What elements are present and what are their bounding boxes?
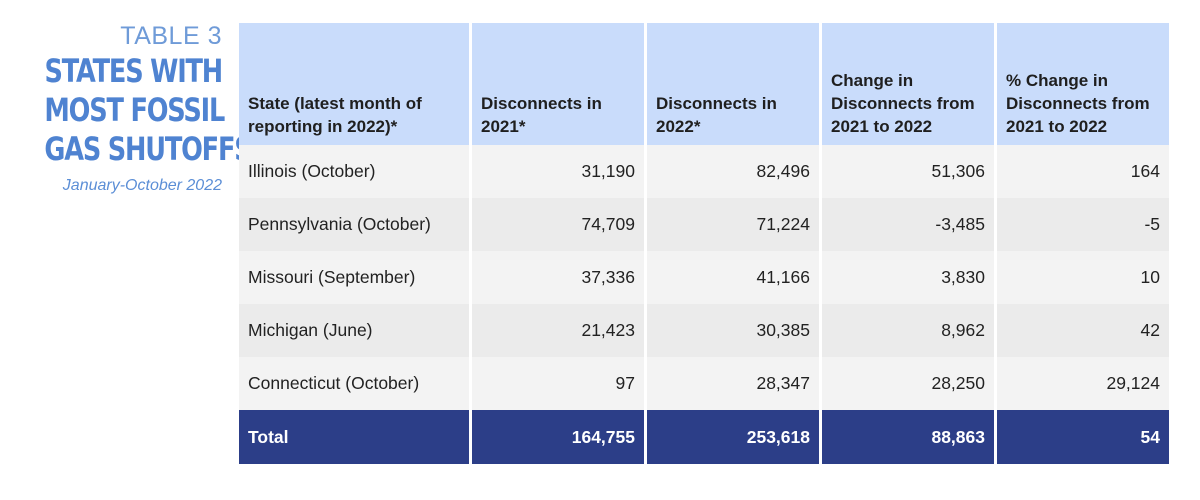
cell-state: Pennsylvania (October)	[239, 198, 469, 251]
cell-value: 8,962	[822, 304, 994, 357]
cell-total-value: 253,618	[647, 410, 819, 464]
cell-state: Connecticut (October)	[239, 357, 469, 410]
column-header-2022: Disconnects in 2022*	[647, 23, 819, 145]
cell-value: 30,385	[647, 304, 819, 357]
cell-value: -3,485	[822, 198, 994, 251]
table-header-row: State (latest month of reporting in 2022…	[239, 23, 1169, 145]
cell-value: 51,306	[822, 145, 994, 198]
table-title-line: STATES WITH	[44, 52, 224, 90]
cell-value: 97	[472, 357, 644, 410]
cell-value: 71,224	[647, 198, 819, 251]
cell-value: 21,423	[472, 304, 644, 357]
table-row: Connecticut (October) 97 28,347 28,250 2…	[239, 357, 1169, 410]
cell-total-value: 164,755	[472, 410, 644, 464]
cell-value: 10	[997, 251, 1169, 304]
cell-value: 28,250	[822, 357, 994, 410]
table-total-row: Total 164,755 253,618 88,863 54	[239, 410, 1169, 464]
table-title-line: GAS SHUTOFFS	[44, 130, 252, 168]
cell-value: 42	[997, 304, 1169, 357]
table-number-label: TABLE 3	[120, 22, 222, 50]
table-title: STATES WITH MOST FOSSIL GAS SHUTOFFS	[44, 52, 252, 169]
cell-value: 31,190	[472, 145, 644, 198]
cell-value: 74,709	[472, 198, 644, 251]
cell-state: Missouri (September)	[239, 251, 469, 304]
cell-state: Illinois (October)	[239, 145, 469, 198]
table-subtitle: January-October 2022	[62, 177, 222, 194]
cell-total-label: Total	[239, 410, 469, 464]
column-header-2021: Disconnects in 2021*	[472, 23, 644, 145]
table-row: Pennsylvania (October) 74,709 71,224 -3,…	[239, 198, 1169, 251]
shutoffs-table: State (latest month of reporting in 2022…	[236, 23, 1172, 464]
table-row: Missouri (September) 37,336 41,166 3,830…	[239, 251, 1169, 304]
column-header-change: Change in Disconnects from 2021 to 2022	[822, 23, 994, 145]
table-title-line: MOST FOSSIL	[44, 91, 225, 129]
table-row: Michigan (June) 21,423 30,385 8,962 42	[239, 304, 1169, 357]
cell-value: 29,124	[997, 357, 1169, 410]
column-header-state: State (latest month of reporting in 2022…	[239, 23, 469, 145]
cell-value: 28,347	[647, 357, 819, 410]
cell-value: 164	[997, 145, 1169, 198]
cell-value: 3,830	[822, 251, 994, 304]
cell-total-value: 54	[997, 410, 1169, 464]
cell-value: 37,336	[472, 251, 644, 304]
cell-state: Michigan (June)	[239, 304, 469, 357]
table-caption: TABLE 3 STATES WITH MOST FOSSIL GAS SHUT…	[0, 22, 252, 195]
cell-value: 82,496	[647, 145, 819, 198]
table-row: Illinois (October) 31,190 82,496 51,306 …	[239, 145, 1169, 198]
cell-value: -5	[997, 198, 1169, 251]
column-header-pct-change: % Change in Disconnects from 2021 to 202…	[997, 23, 1169, 145]
cell-value: 41,166	[647, 251, 819, 304]
cell-total-value: 88,863	[822, 410, 994, 464]
